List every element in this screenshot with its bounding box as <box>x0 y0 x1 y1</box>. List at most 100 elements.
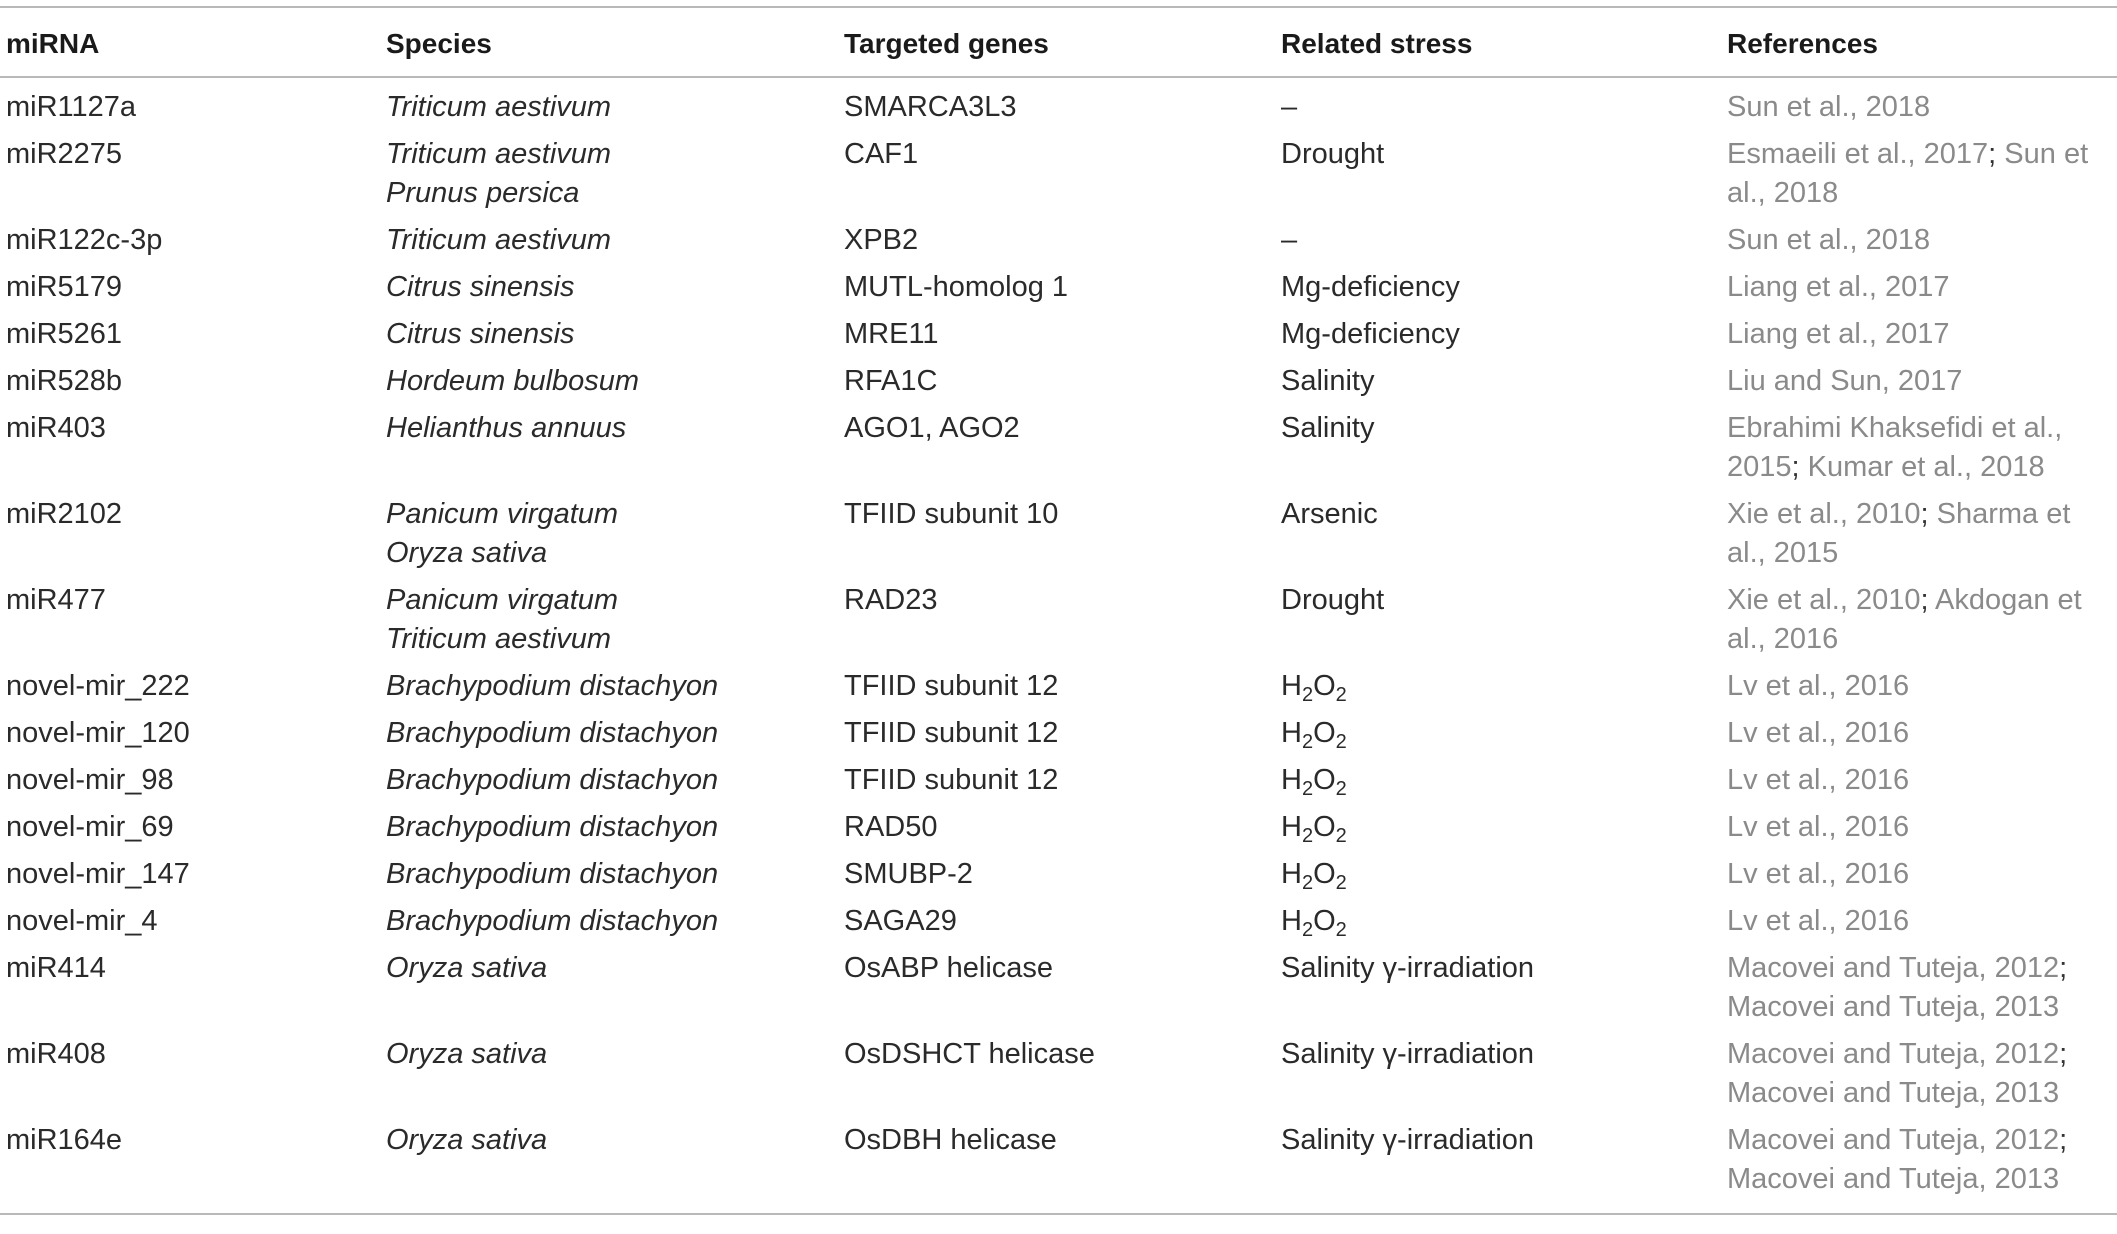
species-name: Triticum aestivum <box>386 623 612 655</box>
species-name: Triticum aestivum <box>386 91 612 123</box>
table-row: miR1127a Triticum aestivum SMARCA3L3 – Sun e… <box>0 77 2117 131</box>
species-name: Oryza sativa <box>386 537 548 569</box>
header-references: References <box>1727 28 1878 59</box>
cell-targeted-genes: OsDSHCT helicase <box>844 1038 1095 1070</box>
cell-mirna: miR2102 <box>6 498 123 530</box>
cell-mirna: miR5261 <box>6 318 123 350</box>
cell-references: Liu and Sun, 2017 <box>1717 358 2117 405</box>
cell-species: Brachypodium distachyon <box>380 710 838 757</box>
species-name: Helianthus annuus <box>386 412 627 444</box>
cell-targeted-genes: TFIID subunit 12 <box>844 670 1059 702</box>
stress-formula-part: 2 <box>1301 919 1314 941</box>
stress-text: Salinity γ-irradiation <box>1281 952 1535 984</box>
stress-formula-part: H <box>1281 811 1302 843</box>
reference-link[interactable]: Ebrahimi Khaksefidi et al., 2015 <box>1727 412 2063 483</box>
reference-link[interactable]: Liang et al., 2017 <box>1727 271 1950 303</box>
reference-link[interactable]: Lv et al., 2016 <box>1727 717 1910 749</box>
cell-targeted-genes: CAF1 <box>844 138 919 170</box>
cell-species: Brachypodium distachyon <box>380 663 838 710</box>
table-row: novel-mir_98 Brachypodium distachyon TFIID… <box>0 757 2117 804</box>
cell-mirna: miR414 <box>6 952 106 984</box>
reference-link[interactable]: Sun et al., 2018 <box>1727 224 1931 256</box>
reference-link[interactable]: Macovei and Tuteja, 2012 <box>1727 1124 2060 1156</box>
stress-text: Salinity <box>1281 412 1375 444</box>
cell-references: Lv et al., 2016 <box>1717 663 2117 710</box>
cell-species: Triticum aestivum Prunus persica <box>380 131 838 217</box>
species-name: Oryza sativa <box>386 952 548 984</box>
species-name: Panicum virgatum <box>386 498 619 530</box>
reference-link[interactable]: Macovei and Tuteja, 2013 <box>1727 991 2060 1023</box>
cell-related-stress: H2O2 <box>1275 898 1717 945</box>
stress-text: Drought <box>1281 584 1385 616</box>
stress-text: Arsenic <box>1281 498 1378 530</box>
cell-references: Macovei and Tuteja, 2012; Macovei and Tu… <box>1717 1117 2117 1214</box>
cell-mirna: novel-mir_147 <box>6 858 190 890</box>
cell-species: Triticum aestivum <box>380 217 838 264</box>
reference-link[interactable]: Macovei and Tuteja, 2012 <box>1727 1038 2060 1070</box>
reference-separator: ; <box>1920 498 1937 530</box>
reference-separator: ; <box>2059 952 2068 984</box>
species-name: Brachypodium distachyon <box>386 717 719 749</box>
cell-references: Xie et al., 2010; Sharma et al., 2015 <box>1717 491 2117 577</box>
table-row: miR477 Panicum virgatum Triticum aestivum R… <box>0 577 2117 663</box>
cell-related-stress: Salinity <box>1275 405 1717 491</box>
cell-related-stress: – <box>1275 77 1717 131</box>
stress-formula-part: H <box>1281 670 1302 702</box>
cell-mirna: novel-mir_98 <box>6 764 174 796</box>
reference-link[interactable]: Sun et al., 2018 <box>1727 138 2089 209</box>
cell-related-stress: Drought <box>1275 131 1717 217</box>
reference-link[interactable]: Esmaeili et al., 2017 <box>1727 138 1989 170</box>
stress-text: Drought <box>1281 138 1385 170</box>
reference-link[interactable]: Lv et al., 2016 <box>1727 811 1910 843</box>
table-row: novel-mir_69 Brachypodium distachyon RAD50… <box>0 804 2117 851</box>
reference-link[interactable]: Macovei and Tuteja, 2013 <box>1727 1163 2060 1195</box>
cell-related-stress: Salinity γ-irradiation <box>1275 1031 1717 1117</box>
cell-species: Brachypodium distachyon <box>380 851 838 898</box>
reference-link[interactable]: Lv et al., 2016 <box>1727 858 1910 890</box>
table-row: miR403 Helianthus annuus AGO1, AGO2 Salinit… <box>0 405 2117 491</box>
cell-related-stress: H2O2 <box>1275 710 1717 757</box>
cell-references: Lv et al., 2016 <box>1717 804 2117 851</box>
reference-link[interactable]: Liang et al., 2017 <box>1727 318 1950 350</box>
cell-mirna: novel-mir_4 <box>6 905 158 937</box>
reference-link[interactable]: Sun et al., 2018 <box>1727 91 1931 123</box>
species-name: Oryza sativa <box>386 1124 548 1156</box>
cell-mirna: miR403 <box>6 412 106 444</box>
cell-references: Macovei and Tuteja, 2012; Macovei and Tu… <box>1717 1031 2117 1117</box>
cell-species: Brachypodium distachyon <box>380 757 838 804</box>
reference-link[interactable]: Xie et al., 2010 <box>1727 498 1921 530</box>
reference-link[interactable]: Lv et al., 2016 <box>1727 764 1910 796</box>
reference-link[interactable]: Macovei and Tuteja, 2013 <box>1727 1077 2060 1109</box>
cell-species: Citrus sinensis <box>380 264 838 311</box>
table-row: miR5179 Citrus sinensis MUTL-homolog 1 Mg-d… <box>0 264 2117 311</box>
stress-formula-part: H <box>1281 764 1302 796</box>
reference-link[interactable]: Liu and Sun, 2017 <box>1727 365 1963 397</box>
cell-references: Lv et al., 2016 <box>1717 757 2117 804</box>
table-row: miR528b Hordeum bulbosum RFA1C Salinity Liu … <box>0 358 2117 405</box>
table-row: miR2102 Panicum virgatum Oryza sativa TFIID… <box>0 491 2117 577</box>
stress-text: Salinity γ-irradiation <box>1281 1124 1535 1156</box>
table-body: miR1127a Triticum aestivum SMARCA3L3 – Sun e… <box>0 77 2117 1214</box>
cell-related-stress: H2O2 <box>1275 757 1717 804</box>
header-species: Species <box>386 28 492 59</box>
species-name: Prunus persica <box>386 177 580 209</box>
reference-separator: ; <box>1791 451 1808 483</box>
stress-formula-part: 2 <box>1301 684 1314 706</box>
species-name: Oryza sativa <box>386 1038 548 1070</box>
header-stress: Related stress <box>1281 28 1473 59</box>
reference-link[interactable]: Sharma et al., 2015 <box>1727 498 2071 569</box>
reference-link[interactable]: Lv et al., 2016 <box>1727 905 1910 937</box>
cell-related-stress: Salinity <box>1275 358 1717 405</box>
reference-link[interactable]: Akdogan et al., 2016 <box>1727 584 2082 655</box>
reference-link[interactable]: Lv et al., 2016 <box>1727 670 1910 702</box>
cell-related-stress: Salinity γ-irradiation <box>1275 945 1717 1031</box>
reference-link[interactable]: Xie et al., 2010 <box>1727 584 1921 616</box>
cell-species: Oryza sativa <box>380 945 838 1031</box>
cell-targeted-genes: TFIID subunit 10 <box>844 498 1059 530</box>
reference-link[interactable]: Macovei and Tuteja, 2012 <box>1727 952 2060 984</box>
reference-link[interactable]: Kumar et al., 2018 <box>1807 451 2045 483</box>
cell-mirna: novel-mir_120 <box>6 717 190 749</box>
cell-targeted-genes: MUTL-homolog 1 <box>844 271 1069 303</box>
cell-related-stress: Salinity γ-irradiation <box>1275 1117 1717 1214</box>
cell-species: Helianthus annuus <box>380 405 838 491</box>
